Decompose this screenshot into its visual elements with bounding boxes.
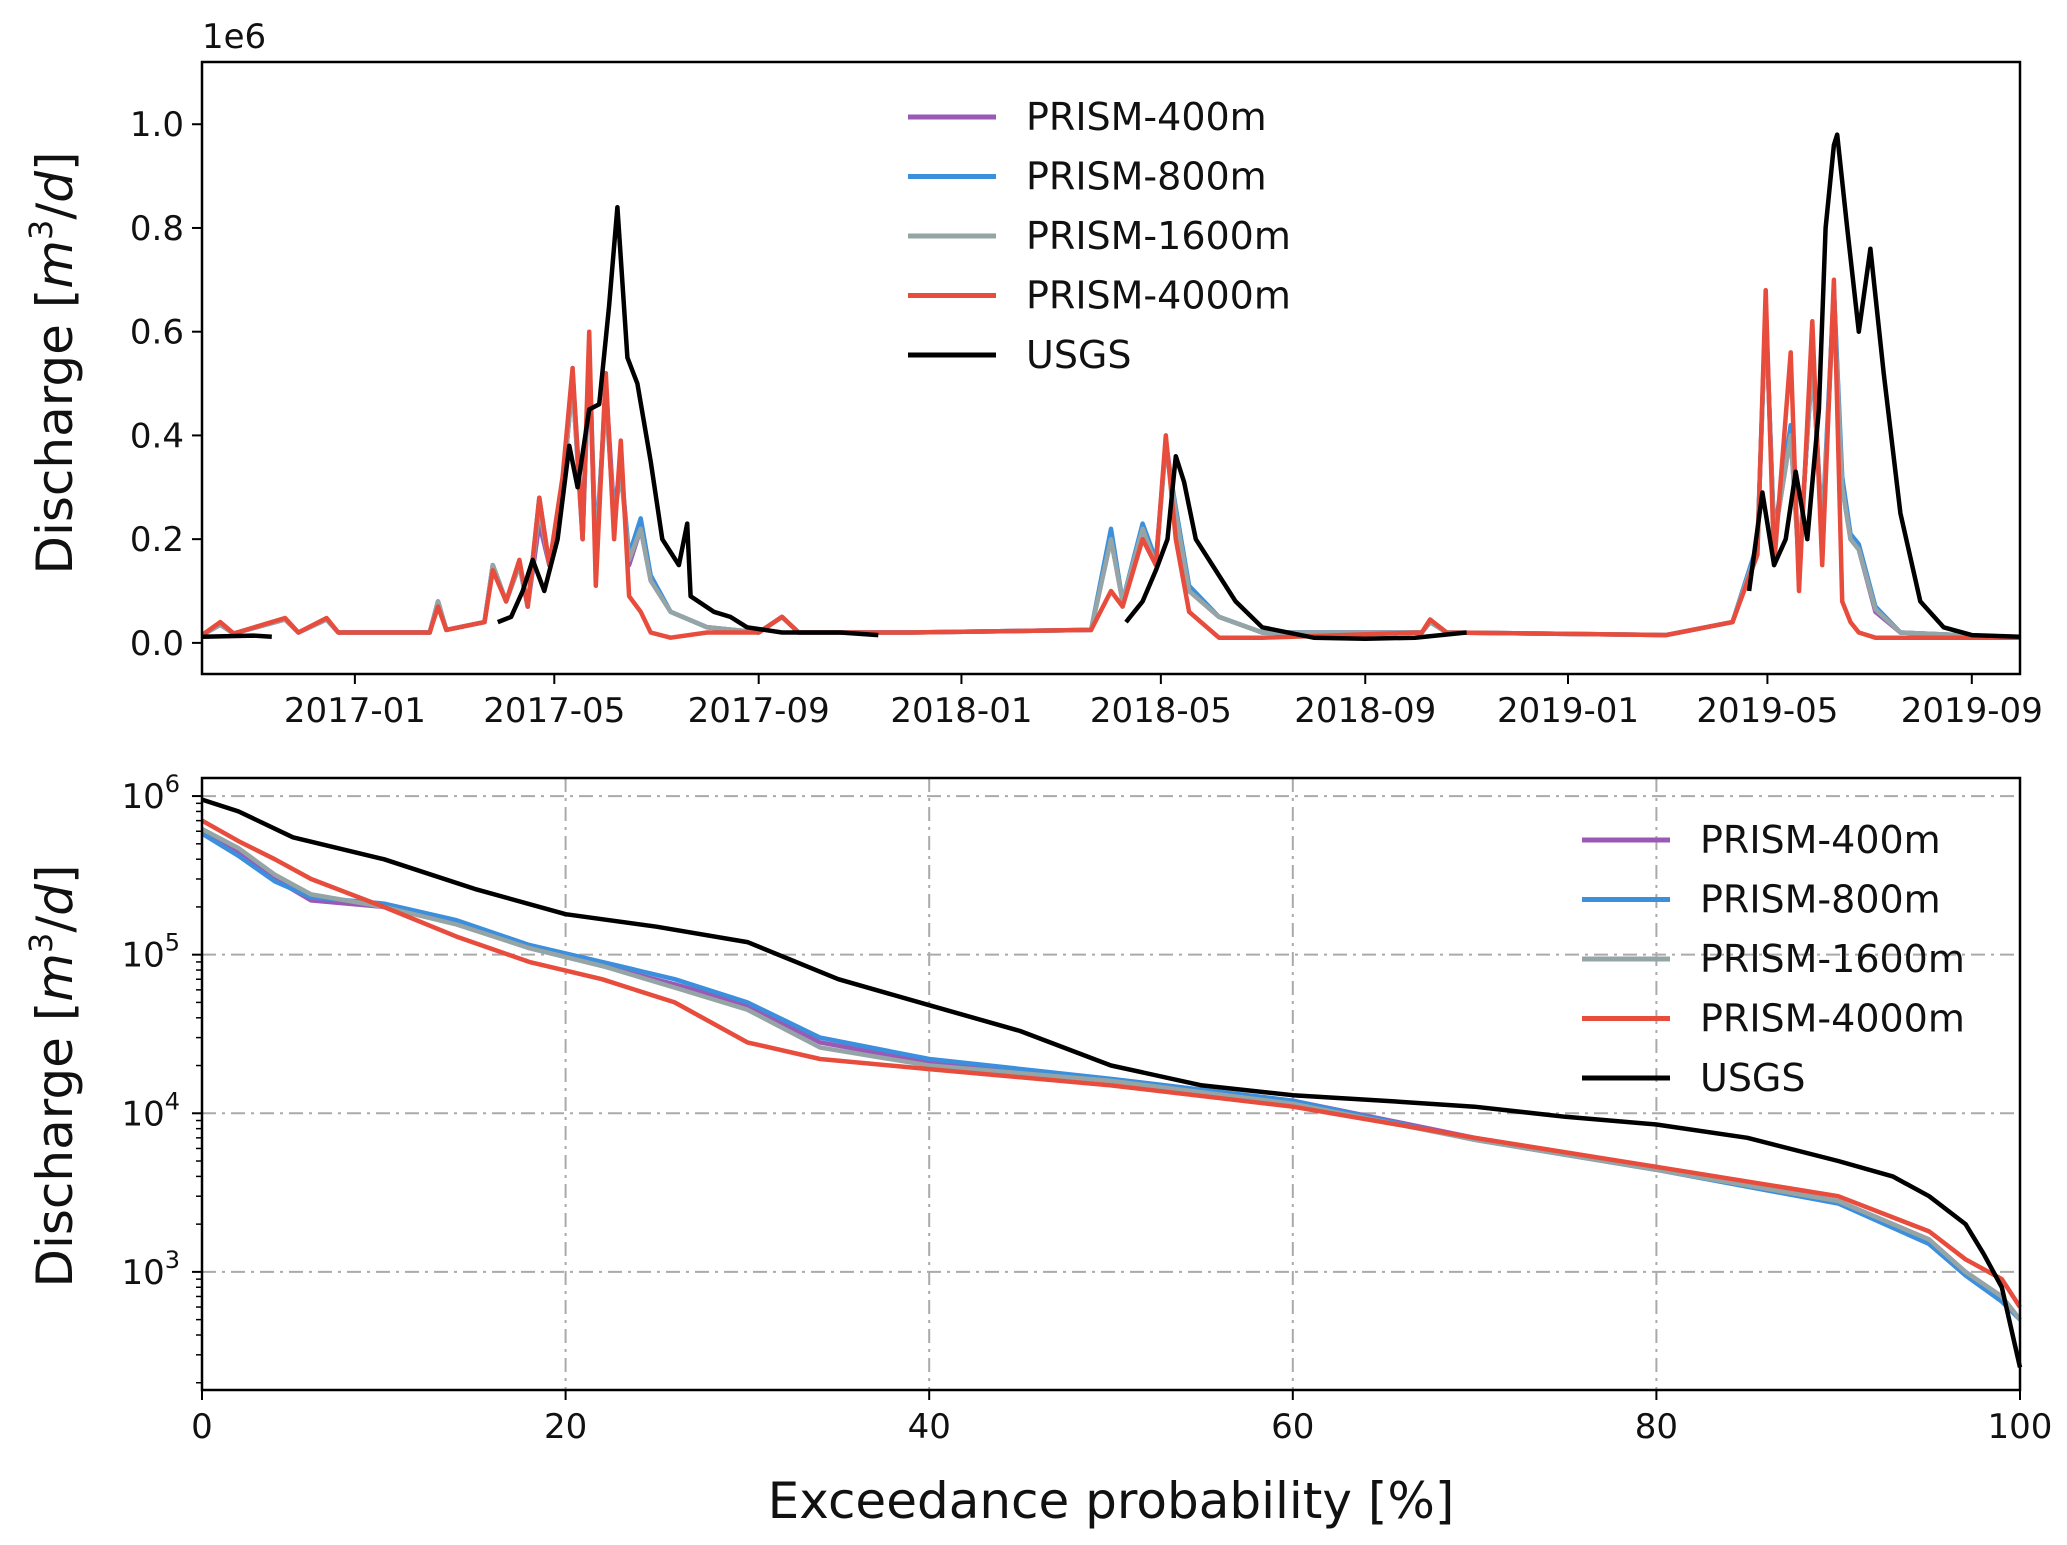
series-line-usgs [1746,132,2021,639]
series-lines [200,797,2023,1368]
series-line-usgs [201,633,272,639]
legend-label-usgs: USGS [1026,333,1132,377]
series-line-prism-1600m [200,827,2022,1321]
x-tick-label: 2018-09 [1294,691,1436,731]
legend-label-usgs: USGS [1700,1056,1806,1100]
x-tick-label: 2018-05 [1090,691,1232,731]
legend: PRISM-400m PRISM-800m PRISM-1600m PRISM-400… [908,95,1291,377]
y-tick-label: 1.0 [130,105,184,145]
y-tick-label: 104 [121,1087,180,1134]
x-tick-label: 2019-01 [1497,691,1639,731]
legend-label-prism-800m: PRISM-800m [1700,878,1941,922]
legend-label-prism-4000m: PRISM-4000m [1700,997,1965,1041]
series-lines [200,132,2021,641]
y-tick-label: 0.0 [130,624,184,664]
legend-label-prism-800m: PRISM-800m [1026,155,1267,199]
x-tick-label: 80 [1635,1407,1678,1447]
legend-label-prism-1600m: PRISM-1600m [1700,937,1965,981]
x-tick-label: 60 [1271,1407,1314,1447]
plot-frame [200,776,2022,1392]
series-line-usgs [201,797,2023,1368]
axis-ticks: 0.0 0.2 0.4 0.6 0.8 1.0 2017-01 2017-05 2017-09 2… [130,105,2043,731]
y-tick-label: 0.2 [130,520,184,560]
y-tick-label: 105 [121,929,180,976]
axis-ticks: 0 20 40 60 80 100 103 104 105 106 [121,770,2052,1447]
legend-label-prism-1600m: PRISM-1600m [1026,214,1291,258]
x-tick-label: 20 [544,1407,587,1447]
series-line-usgs [496,204,879,638]
x-tick-label: 0 [191,1407,213,1447]
plot-frame [200,60,2022,676]
x-axis-label: Exceedance probability [%] [768,1472,1455,1530]
legend: PRISM-400m PRISM-800m PRISM-1600m PRISM-400… [1582,818,1965,1100]
y-tick-label: 103 [121,1246,180,1293]
legend-label-prism-4000m: PRISM-4000m [1026,274,1291,318]
x-tick-label: 2019-09 [1901,691,2043,731]
series-line-prism-4000m [200,818,2022,1309]
x-tick-label: 2017-05 [483,691,625,731]
y-tick-label: 0.8 [130,209,184,249]
x-tick-label: 2017-09 [688,691,830,731]
series-line-prism-4000m [200,277,2020,640]
y-axis-label: Discharge [m3/d] [22,151,84,574]
x-tick-label: 100 [1988,1407,2053,1447]
y-tick-label: 0.6 [130,313,184,353]
panel-timeseries: 1e6 Discharge [m3/d] 0.0 0.2 0.4 0.6 0.8 1.0 2… [22,17,2043,731]
y-offset-label: 1e6 [202,17,266,57]
x-tick-label: 2017-01 [284,691,426,731]
y-tick-label: 0.4 [130,416,184,456]
x-tick-label: 2018-01 [890,691,1032,731]
y-tick-label: 106 [121,770,180,817]
x-tick-label: 40 [908,1407,951,1447]
series-line-usgs [1124,453,1467,641]
panel-exceedance: Discharge [m3/d] Exceedance probability … [22,770,2052,1530]
legend-label-prism-400m: PRISM-400m [1026,95,1267,139]
legend-label-prism-400m: PRISM-400m [1700,818,1941,862]
y-axis-label: Discharge [m3/d] [22,864,84,1287]
x-tick-label: 2019-05 [1696,691,1838,731]
